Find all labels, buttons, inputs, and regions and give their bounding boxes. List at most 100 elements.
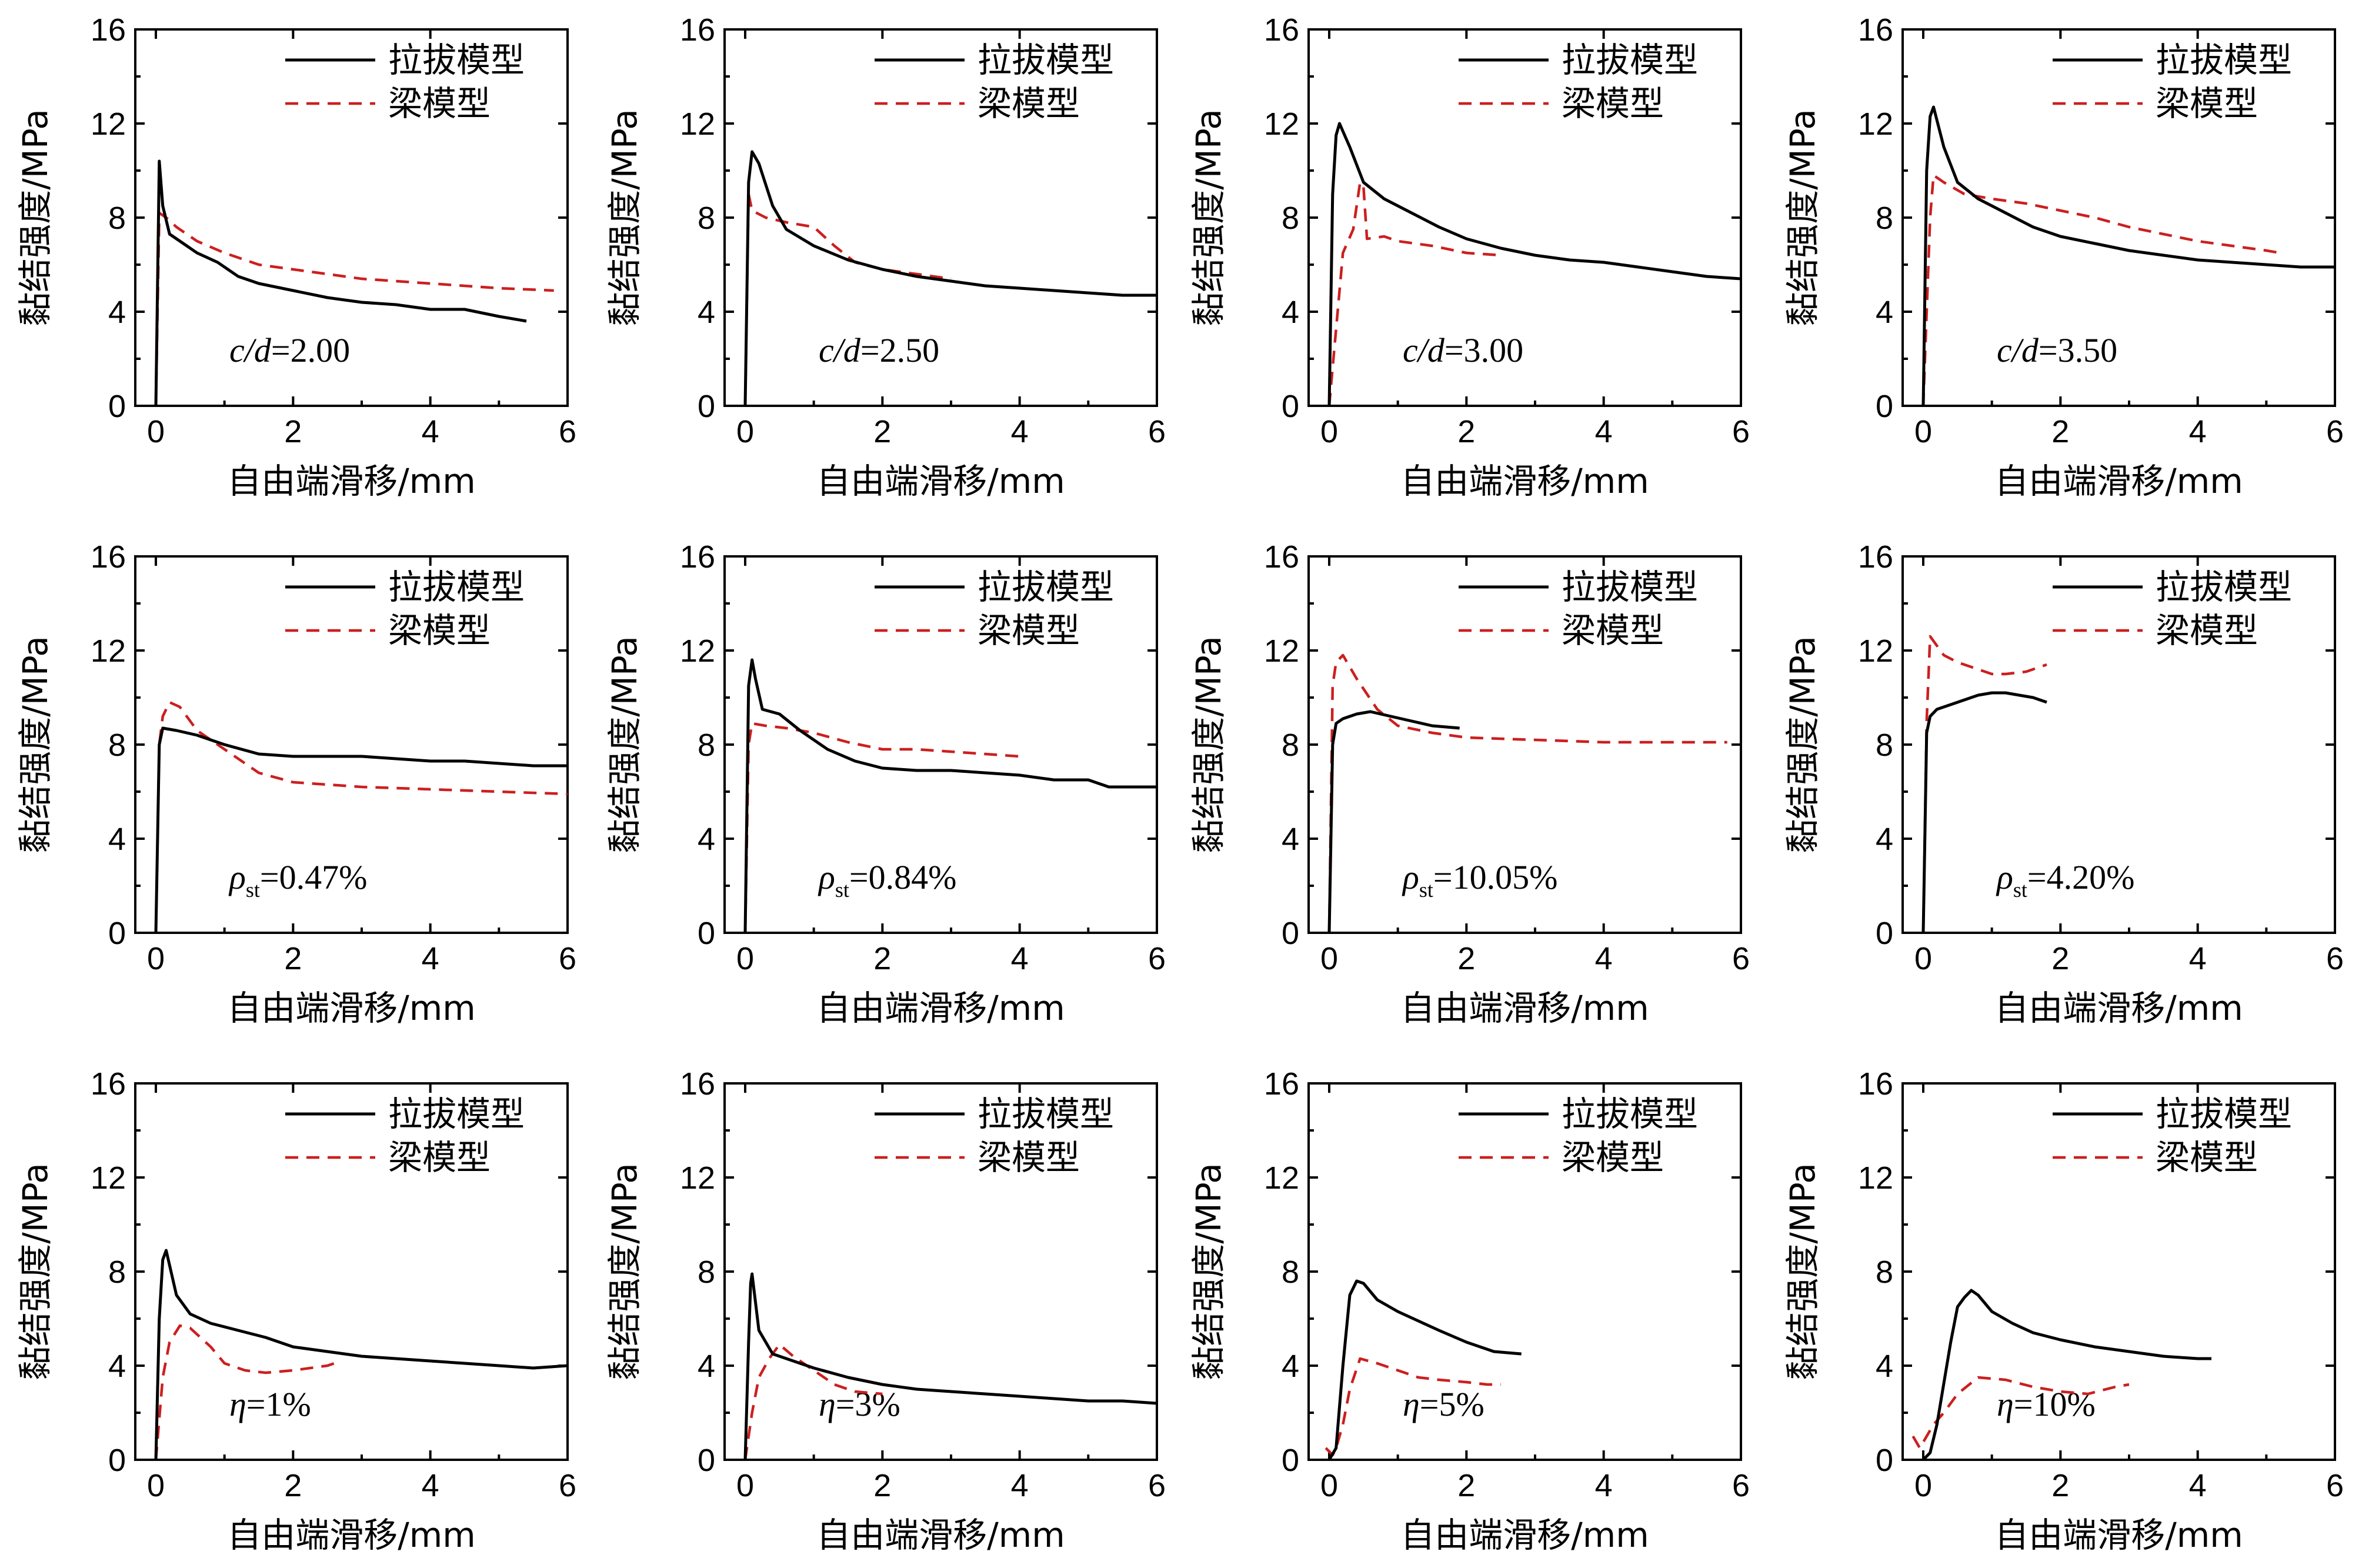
annotation-value: =0.47% [260, 858, 368, 896]
y-tick-label: 16 [1858, 1066, 1893, 1102]
legend-label-pullout: 拉拔模型 [2156, 567, 2292, 607]
annotation-symbol: ρ [1402, 858, 1419, 896]
annotation-value: =3.00 [1444, 331, 1523, 369]
y-tick-label: 12 [1858, 633, 1893, 669]
series-line-beam [1325, 1357, 1501, 1457]
y-tick-label: 16 [1264, 12, 1299, 48]
y-axis-label: 黏结强度/MPa [1783, 109, 1823, 326]
x-tick-label: 0 [1914, 941, 1932, 976]
plot-frame [134, 28, 569, 407]
annotation-value: =1% [246, 1385, 311, 1423]
x-tick-label: 6 [1148, 414, 1166, 449]
annotation: ρst=0.47% [228, 858, 367, 902]
annotation-value: =5% [1420, 1385, 1484, 1423]
y-tick-label: 8 [108, 728, 126, 763]
x-tick-label: 4 [2189, 1468, 2207, 1503]
x-tick-label: 2 [873, 414, 891, 449]
legend-label-beam: 梁模型 [388, 1137, 491, 1177]
x-tick-label: 0 [1320, 414, 1338, 449]
y-axis-label: 黏结强度/MPa [15, 636, 55, 853]
legend-label-pullout: 拉拔模型 [1562, 567, 1698, 607]
annotation-symbol: η [819, 1385, 836, 1423]
annotation: c/d=2.00 [229, 331, 350, 369]
legend-label-pullout: 拉拔模型 [2156, 1094, 2292, 1134]
y-tick-label: 16 [91, 1066, 126, 1102]
legend-label-beam: 梁模型 [2156, 84, 2258, 124]
annotation-value: =0.84% [849, 858, 957, 896]
x-tick-label: 4 [422, 414, 439, 449]
y-axis-label: 黏结强度/MPa [1189, 636, 1229, 853]
x-tick-label: 0 [736, 941, 754, 976]
annotation-symbol: c/d [1403, 331, 1445, 369]
x-tick-label: 6 [559, 1468, 576, 1503]
x-tick-label: 6 [1732, 1468, 1750, 1503]
x-axis-label: 自由端滑移/mm [227, 461, 476, 501]
annotation: η=10% [1997, 1385, 2096, 1423]
series-line-beam [1911, 1376, 2130, 1450]
y-tick-label: 4 [1876, 295, 1893, 330]
annotation-value: =3% [836, 1385, 900, 1423]
series-line-pullout [743, 658, 1157, 933]
x-axis-label: 自由端滑移/mm [1994, 1515, 2243, 1555]
series-line-pullout [1327, 122, 1742, 406]
x-tick-label: 0 [147, 414, 165, 449]
y-axis-label: 黏结强度/MPa [15, 109, 55, 326]
series-line-beam [1327, 653, 1727, 933]
y-tick-label: 0 [698, 389, 715, 424]
series-line-pullout [154, 726, 568, 933]
y-tick-label: 16 [680, 1066, 715, 1102]
x-tick-label: 6 [1732, 414, 1750, 449]
x-tick-label: 2 [284, 941, 302, 976]
y-tick-label: 0 [1282, 389, 1299, 424]
y-tick-label: 8 [1282, 201, 1299, 236]
y-tick-label: 4 [108, 822, 126, 857]
x-tick-label: 2 [1457, 414, 1475, 449]
series-line-pullout [154, 159, 527, 406]
y-axis-label: 黏结强度/MPa [1189, 1163, 1229, 1380]
y-tick-label: 16 [1264, 1066, 1299, 1102]
series-line-pullout [1922, 1289, 2211, 1461]
x-tick-label: 6 [559, 414, 576, 449]
x-tick-label: 0 [1914, 1468, 1932, 1503]
annotation-value: =3.50 [2039, 331, 2117, 369]
x-axis-label: 自由端滑移/mm [1994, 461, 2243, 501]
legend-label-beam: 梁模型 [1562, 84, 1664, 124]
series-line-beam [154, 700, 568, 933]
y-tick-label: 12 [1858, 106, 1893, 142]
y-tick-label: 12 [1264, 1160, 1299, 1196]
series-line-beam [154, 1324, 342, 1460]
annotation-symbol: ρ [818, 858, 835, 896]
x-tick-label: 0 [147, 941, 165, 976]
legend-label-beam: 梁模型 [388, 610, 491, 650]
y-tick-label: 0 [698, 916, 715, 951]
y-tick-label: 4 [698, 295, 715, 330]
x-tick-label: 0 [1320, 1468, 1338, 1503]
y-tick-label: 16 [680, 12, 715, 48]
annotation-value: =2.50 [860, 331, 939, 369]
legend-label-pullout: 拉拔模型 [978, 1094, 1114, 1134]
y-tick-label: 12 [680, 633, 715, 669]
y-tick-label: 8 [1876, 728, 1893, 763]
annotation-symbol: η [229, 1385, 246, 1423]
series-line-pullout [743, 1272, 1157, 1460]
x-tick-label: 2 [2051, 941, 2069, 976]
x-axis-label: 自由端滑移/mm [227, 1515, 476, 1555]
y-tick-label: 0 [698, 1443, 715, 1478]
x-axis-label: 自由端滑移/mm [816, 988, 1065, 1028]
annotation-symbol: ρ [1996, 858, 2013, 896]
y-tick-label: 12 [680, 1160, 715, 1196]
x-tick-label: 4 [1595, 414, 1613, 449]
x-tick-label: 6 [2326, 1468, 2344, 1503]
y-tick-label: 8 [1876, 1255, 1893, 1290]
x-axis-label: 自由端滑移/mm [816, 1515, 1065, 1555]
x-tick-label: 6 [1732, 941, 1750, 976]
y-tick-label: 16 [1264, 539, 1299, 575]
x-tick-label: 6 [559, 941, 576, 976]
series-line-beam [1327, 181, 1501, 406]
series-line-pullout [1327, 710, 1460, 933]
x-tick-label: 4 [2189, 414, 2207, 449]
